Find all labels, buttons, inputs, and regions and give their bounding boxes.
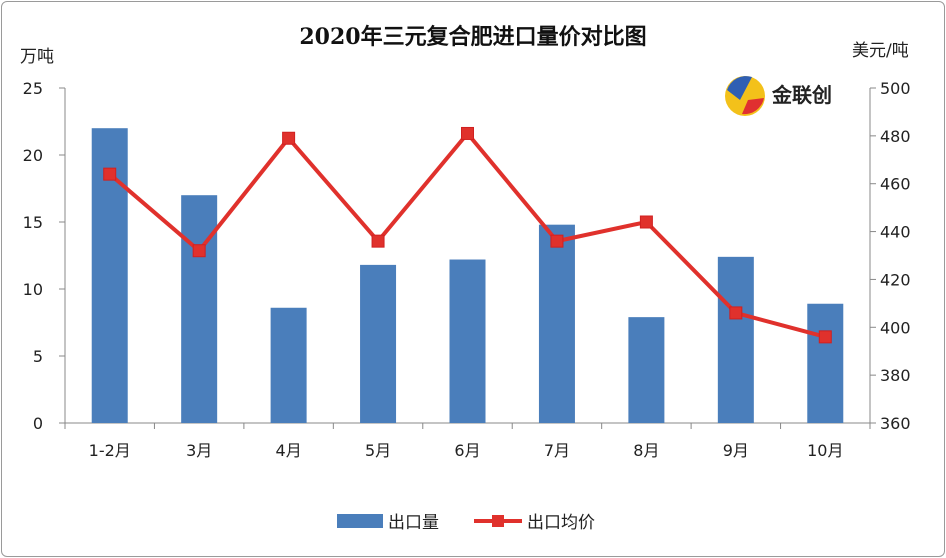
y-right-label: 美元/吨 bbox=[852, 41, 909, 61]
price-marker bbox=[729, 306, 743, 320]
y-left-tick-label: 20 bbox=[23, 146, 43, 165]
x-tick-label: 5月 bbox=[365, 441, 391, 460]
x-tick-label: 10月 bbox=[807, 441, 843, 460]
x-tick-label: 8月 bbox=[633, 441, 659, 460]
y-left-tick-label: 0 bbox=[33, 414, 43, 433]
bar bbox=[807, 303, 844, 423]
y-right-tick-label: 440 bbox=[880, 223, 911, 242]
price-marker bbox=[461, 126, 474, 140]
legend-bar-label: 出口量 bbox=[388, 513, 439, 533]
bar bbox=[628, 317, 665, 423]
x-tick-label: 4月 bbox=[276, 441, 302, 460]
y-left-tick-label: 25 bbox=[23, 79, 43, 98]
bar bbox=[270, 307, 307, 423]
x-tick-label: 3月 bbox=[186, 441, 212, 460]
x-tick-label: 7月 bbox=[544, 441, 570, 460]
y-left-tick-label: 10 bbox=[23, 280, 43, 299]
bar bbox=[181, 195, 218, 423]
y-right-tick-label: 360 bbox=[880, 414, 911, 433]
y-right-tick-label: 400 bbox=[880, 318, 911, 337]
y-left-label: 万吨 bbox=[20, 47, 54, 67]
chart-title: 2020年三元复合肥进口量价对比图 bbox=[299, 24, 646, 50]
legend-line-marker bbox=[492, 515, 504, 527]
bar bbox=[717, 256, 754, 423]
y-left-tick-label: 15 bbox=[23, 213, 43, 232]
price-marker bbox=[371, 234, 385, 248]
price-marker bbox=[818, 330, 832, 344]
y-right-tick-label: 380 bbox=[880, 366, 911, 385]
logo-text: 金联创 bbox=[771, 83, 832, 107]
y-right-tick-label: 480 bbox=[880, 127, 911, 146]
y-right-tick-label: 420 bbox=[880, 270, 911, 289]
x-tick-label: 9月 bbox=[723, 441, 749, 460]
logo: 金联创 bbox=[725, 76, 832, 116]
y-right-tick-label: 460 bbox=[880, 175, 911, 194]
price-marker bbox=[282, 131, 296, 145]
price-marker bbox=[639, 215, 653, 229]
bar bbox=[449, 259, 486, 423]
bar bbox=[538, 224, 575, 423]
x-tick-label: 6月 bbox=[454, 441, 480, 460]
y-right-tick-label: 500 bbox=[880, 79, 911, 98]
price-marker bbox=[103, 167, 117, 181]
legend-bar-swatch bbox=[337, 514, 383, 528]
price-marker bbox=[192, 244, 206, 258]
legend-line-label: 出口均价 bbox=[527, 513, 595, 533]
y-left-tick-label: 5 bbox=[33, 347, 43, 366]
x-tick-label: 1-2月 bbox=[89, 441, 131, 460]
price-marker bbox=[550, 234, 564, 248]
bar bbox=[360, 264, 397, 423]
